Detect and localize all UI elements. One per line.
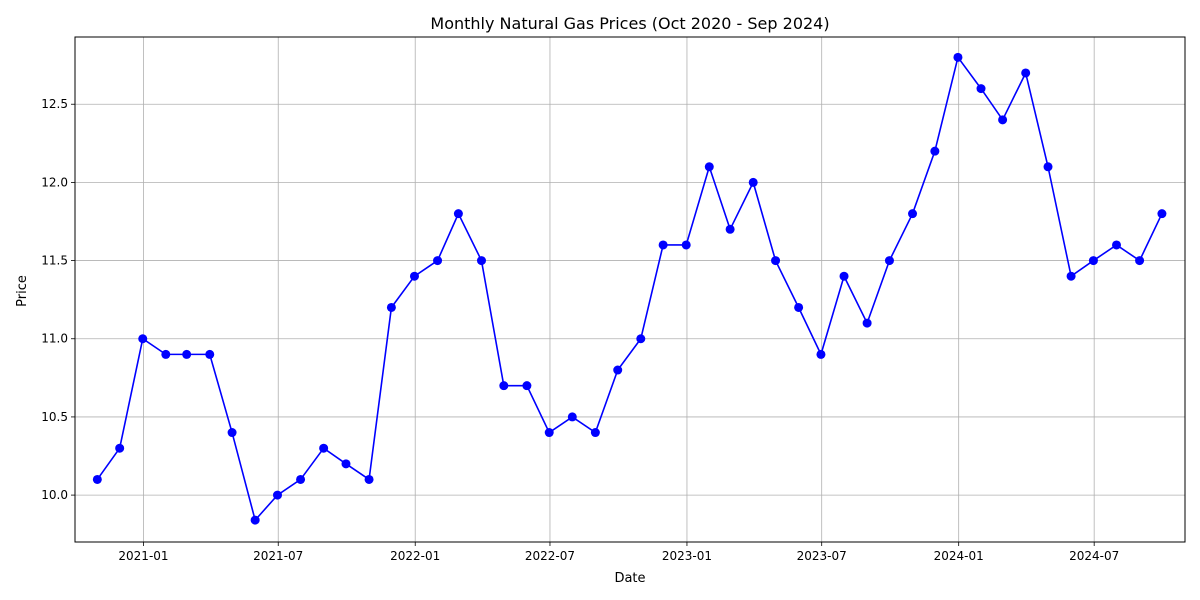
data-point — [250, 515, 260, 525]
data-point — [1157, 209, 1167, 219]
data-point — [613, 365, 623, 375]
data-point — [319, 443, 329, 453]
x-tick-label: 2022-07 — [525, 549, 575, 563]
x-tick-label: 2024-01 — [934, 549, 984, 563]
data-point — [364, 474, 374, 484]
data-point — [341, 459, 351, 469]
y-tick-label: 12.5 — [41, 97, 68, 111]
data-point — [453, 209, 463, 219]
data-point — [296, 474, 306, 484]
data-point — [386, 302, 396, 312]
y-tick-label: 11.0 — [41, 332, 68, 346]
data-point — [725, 224, 735, 234]
data-point — [161, 349, 171, 359]
y-tick-label: 10.0 — [41, 488, 68, 502]
y-tick-label: 11.5 — [41, 254, 68, 268]
plot-area-frame — [74, 36, 1186, 543]
x-tick-label: 2021-07 — [253, 549, 303, 563]
series-line — [96, 55, 1163, 522]
data-point — [433, 256, 443, 266]
x-tick-label: 2023-07 — [797, 549, 847, 563]
data-point — [884, 256, 894, 266]
data-point — [567, 412, 577, 422]
data-point — [748, 177, 758, 187]
data-point — [839, 271, 849, 281]
data-point — [930, 146, 940, 156]
chart-title: Monthly Natural Gas Prices (Oct 2020 - S… — [430, 14, 829, 33]
data-point — [658, 240, 668, 250]
data-point — [590, 428, 600, 438]
x-tick-label: 2023-01 — [662, 549, 712, 563]
data-point — [636, 334, 646, 344]
y-tick-label: 10.5 — [41, 410, 68, 424]
x-tick-label: 2022-01 — [390, 549, 440, 563]
data-point — [92, 474, 102, 484]
data-point — [227, 428, 237, 438]
data-point — [816, 349, 826, 359]
x-tick-label: 2024-07 — [1069, 549, 1119, 563]
y-tick-label: 12.0 — [41, 175, 68, 189]
data-point — [704, 162, 714, 172]
y-axis-label: Price — [15, 275, 30, 307]
data-point — [681, 240, 691, 250]
data-point — [522, 381, 532, 391]
data-series — [92, 52, 1167, 525]
data-point — [544, 428, 554, 438]
data-point — [1088, 256, 1098, 266]
data-point — [1066, 271, 1076, 281]
data-point — [976, 84, 986, 94]
grid — [75, 37, 1185, 542]
data-point — [1021, 68, 1031, 78]
data-point — [953, 52, 963, 62]
data-point — [862, 318, 872, 328]
data-point — [182, 349, 192, 359]
data-point — [794, 302, 804, 312]
data-point — [771, 256, 781, 266]
data-point — [205, 349, 215, 359]
axis-ticks: 2021-01 2021-07 2022-01 2022-07 2023-01 2023-… — [41, 97, 1119, 563]
data-point — [409, 271, 419, 281]
data-point — [499, 381, 509, 391]
data-point — [1135, 256, 1145, 266]
data-point — [272, 490, 282, 500]
data-point — [1112, 240, 1122, 250]
x-axis-label: Date — [614, 571, 645, 586]
data-point — [138, 334, 148, 344]
data-point — [115, 443, 125, 453]
x-tick-label: 2021-01 — [118, 549, 168, 563]
data-point — [998, 115, 1008, 125]
data-point — [476, 256, 486, 266]
data-point — [1043, 162, 1053, 172]
data-point — [908, 209, 918, 219]
